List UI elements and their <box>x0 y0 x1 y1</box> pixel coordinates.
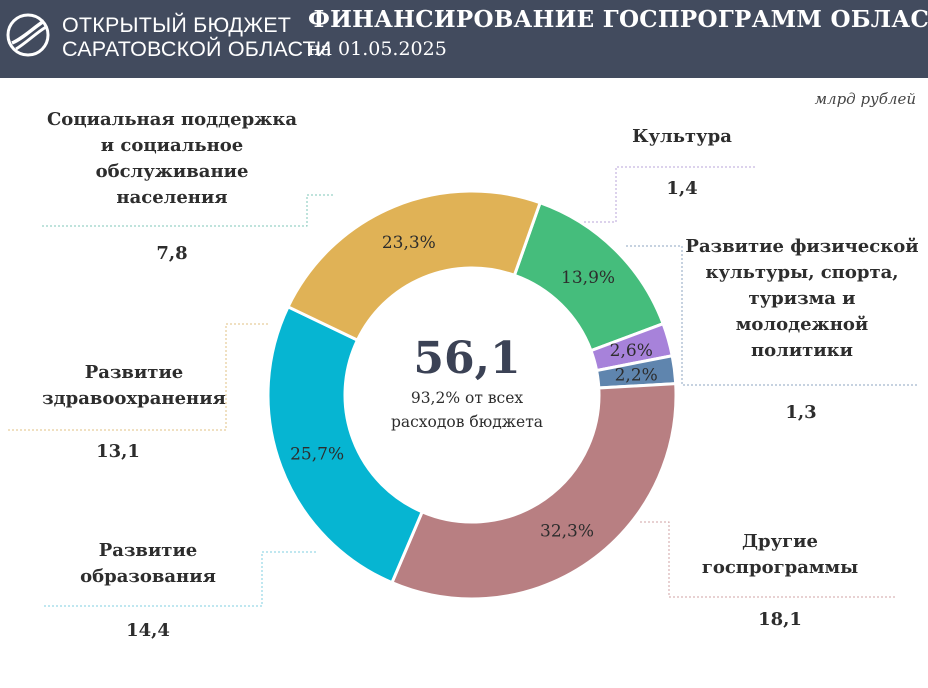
unit-note: млрд рублей <box>814 90 916 108</box>
label-sport: Развитие физической культуры, спорта, ту… <box>685 236 919 361</box>
leader-line-education <box>44 551 318 607</box>
amount-other: 18,1 <box>758 609 802 630</box>
slice-label-other: 32,3% <box>540 522 594 542</box>
page-title: ФИНАНСИРОВАНИЕ ГОСПРОГРАММ ОБЛАСТИ <box>308 6 928 33</box>
slice-health <box>286 189 543 343</box>
leader-line-sport <box>626 245 918 386</box>
slice-label-culture: 2,6% <box>610 341 653 361</box>
amount-education: 14,4 <box>126 620 170 641</box>
amount-sport: 1,3 <box>785 402 817 423</box>
report-date: на 01.05.2025 <box>308 38 447 60</box>
slice-label-social: 13,9% <box>561 268 615 288</box>
brand-line-2: САРАТОВСКОЙ ОБЛАСТИ <box>62 37 332 61</box>
leader-line-social <box>42 194 335 227</box>
amount-culture: 1,4 <box>666 178 698 199</box>
slice-label-sport: 2,2% <box>615 365 658 385</box>
center-total: 56,1 <box>413 333 521 384</box>
leader-line-health <box>8 323 268 431</box>
leader-line-other <box>640 521 895 598</box>
label-other: Другие госпрограммы <box>701 531 859 578</box>
leader-lines <box>8 166 918 607</box>
donut-slices <box>266 189 678 601</box>
label-education: Развитие образования <box>80 540 216 587</box>
budget-logo-icon <box>6 13 50 57</box>
label-culture: Культура <box>632 126 732 147</box>
amount-social: 7,8 <box>156 243 188 264</box>
brand-line-1: ОТКРЫТЫЙ БЮДЖЕТ <box>62 13 292 37</box>
slice-label-health: 23,3% <box>382 233 436 253</box>
label-health: Развитие здравоохранения <box>42 362 226 409</box>
slice-label-education: 25,7% <box>290 444 344 464</box>
slice-other <box>389 382 678 601</box>
amount-health: 13,1 <box>96 441 140 462</box>
header: ОТКРЫТЫЙ БЮДЖЕТ САРАТОВСКОЙ ОБЛАСТИ ФИНА… <box>0 0 928 78</box>
slice-education <box>266 304 425 585</box>
leader-line-culture <box>584 166 756 223</box>
slice-labels: 13,9% 2,6% 2,2% 32,3% 25,7% 23,3% <box>290 233 658 541</box>
label-social: Социальная поддержка и социальное обслуж… <box>46 109 297 208</box>
center-note: 93,2% от всех расходов бюджета <box>390 389 544 431</box>
